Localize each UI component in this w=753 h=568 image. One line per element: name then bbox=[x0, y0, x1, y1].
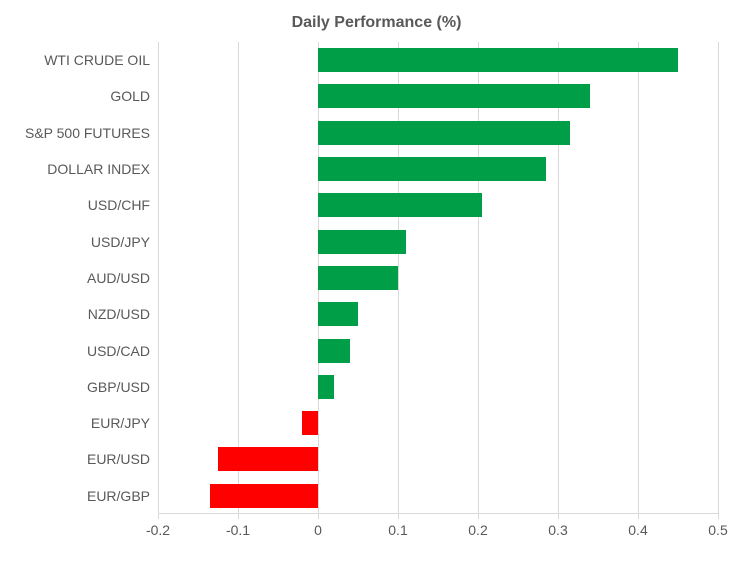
y-axis-label: USD/CHF bbox=[88, 197, 158, 213]
x-tick-label: 0.1 bbox=[388, 522, 407, 538]
y-axis-label: AUD/USD bbox=[87, 270, 158, 286]
x-tick-mark bbox=[238, 514, 239, 519]
x-tick-label: 0 bbox=[314, 522, 322, 538]
bar-row bbox=[158, 84, 718, 108]
bar bbox=[318, 157, 546, 181]
y-axis-label: WTI CRUDE OIL bbox=[44, 52, 158, 68]
plot-area: -0.2-0.100.10.20.30.40.5WTI CRUDE OILGOL… bbox=[158, 42, 718, 514]
y-axis-label: EUR/GBP bbox=[87, 488, 158, 504]
bar-row bbox=[158, 230, 718, 254]
bar bbox=[210, 484, 318, 508]
bar-row bbox=[158, 339, 718, 363]
y-axis-label: USD/JPY bbox=[91, 234, 158, 250]
x-axis-line bbox=[158, 513, 718, 514]
bar bbox=[318, 266, 398, 290]
x-tick-mark bbox=[398, 514, 399, 519]
bar-row bbox=[158, 484, 718, 508]
x-tick-label: 0.5 bbox=[708, 522, 727, 538]
x-tick-mark bbox=[558, 514, 559, 519]
x-tick-label: -0.2 bbox=[146, 522, 170, 538]
bar bbox=[318, 302, 358, 326]
y-axis-label: EUR/USD bbox=[87, 451, 158, 467]
bar-row bbox=[158, 447, 718, 471]
bar-row bbox=[158, 375, 718, 399]
chart-title: Daily Performance (%) bbox=[20, 14, 733, 32]
bar-row bbox=[158, 411, 718, 435]
bar bbox=[302, 411, 318, 435]
bar-row bbox=[158, 302, 718, 326]
bar bbox=[218, 447, 318, 471]
bar bbox=[318, 121, 570, 145]
y-axis-label: GOLD bbox=[110, 88, 158, 104]
x-tick-label: -0.1 bbox=[226, 522, 250, 538]
bar-row bbox=[158, 157, 718, 181]
bar bbox=[318, 339, 350, 363]
x-tick-mark bbox=[478, 514, 479, 519]
x-tick-mark bbox=[638, 514, 639, 519]
y-axis-label: NZD/USD bbox=[88, 306, 158, 322]
bar bbox=[318, 84, 590, 108]
bar-row bbox=[158, 121, 718, 145]
bar bbox=[318, 48, 678, 72]
bar-row bbox=[158, 193, 718, 217]
y-axis-label: DOLLAR INDEX bbox=[47, 161, 158, 177]
y-axis-label: EUR/JPY bbox=[91, 415, 158, 431]
chart-container: Daily Performance (%) -0.2-0.100.10.20.3… bbox=[0, 0, 753, 568]
y-axis-label: S&P 500 FUTURES bbox=[25, 125, 158, 141]
x-tick-mark bbox=[718, 514, 719, 519]
bar-row bbox=[158, 48, 718, 72]
y-axis-label: GBP/USD bbox=[87, 379, 158, 395]
x-tick-mark bbox=[318, 514, 319, 519]
bar bbox=[318, 193, 482, 217]
bar bbox=[318, 230, 406, 254]
y-axis-label: USD/CAD bbox=[87, 343, 158, 359]
bar-row bbox=[158, 266, 718, 290]
bar bbox=[318, 375, 334, 399]
x-tick-label: 0.2 bbox=[468, 522, 487, 538]
x-tick-mark bbox=[158, 514, 159, 519]
x-tick-label: 0.4 bbox=[628, 522, 647, 538]
x-tick-label: 0.3 bbox=[548, 522, 567, 538]
gridline bbox=[718, 42, 719, 514]
